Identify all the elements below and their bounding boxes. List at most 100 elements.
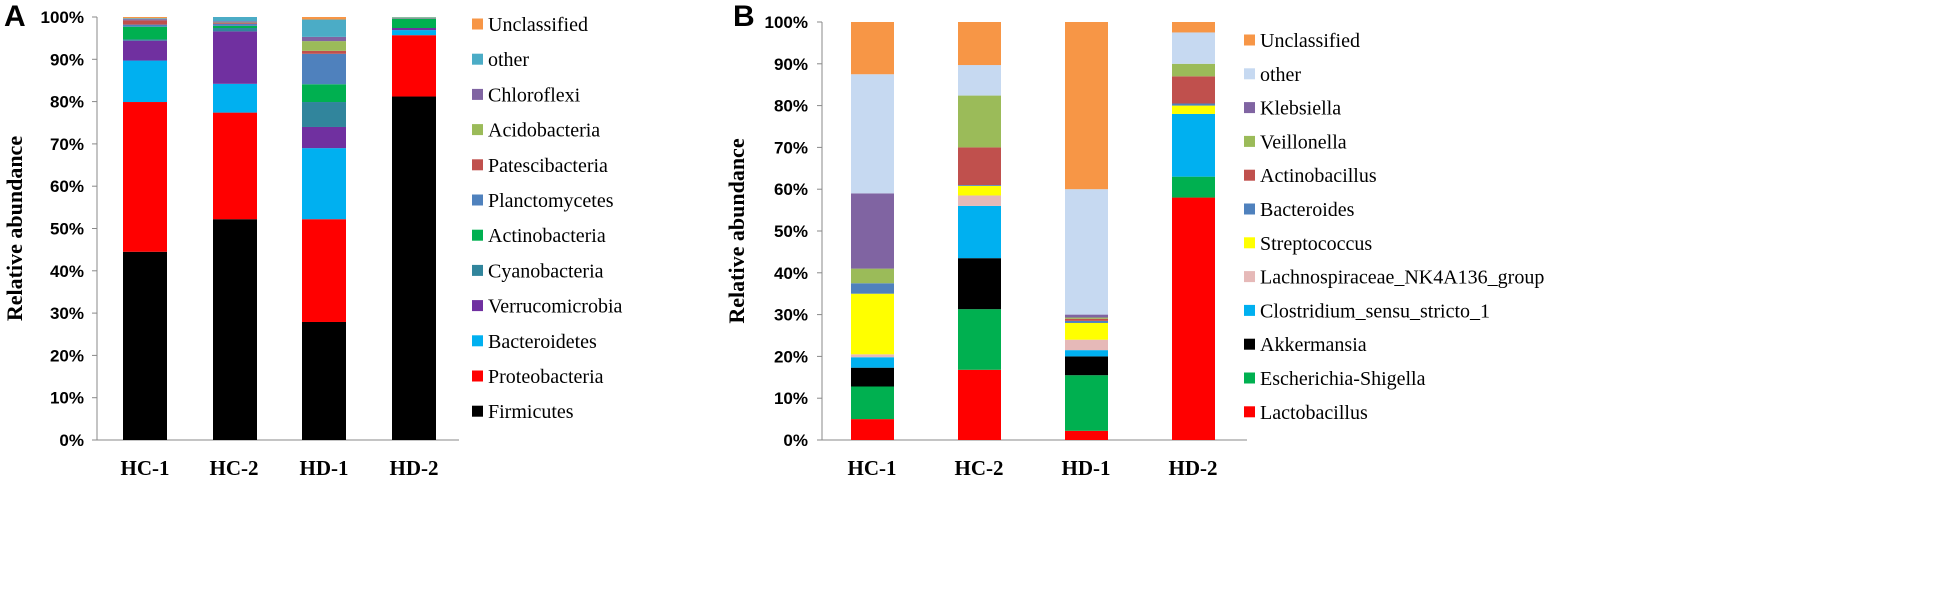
bar-segment-veillonella	[851, 268, 894, 284]
bar-segment-streptococcus	[851, 293, 894, 355]
bar-segment-other	[123, 18, 167, 20]
legend-label: Klebsiella	[1260, 98, 1341, 120]
y-tick-label: 80%	[774, 97, 808, 116]
bar-segment-clostridium-sensu-stricto-1	[958, 205, 1001, 259]
bar-segment-clostridium-sensu-stricto-1	[1065, 350, 1108, 357]
legend-label: Firmicutes	[488, 401, 574, 423]
y-tick-label: 30%	[50, 304, 84, 323]
legend-swatch	[472, 124, 483, 136]
legend-swatch	[1244, 203, 1255, 215]
legend-swatch	[1244, 406, 1255, 418]
legend-label: Akkermansia	[1260, 334, 1367, 356]
y-tick-label: 90%	[774, 55, 808, 74]
bar-segment-actinobacteria	[302, 84, 346, 103]
legend-label: Escherichia-Shigella	[1260, 368, 1426, 390]
bar-segment-actinobacillus	[958, 147, 1001, 186]
y-tick-label: 100%	[765, 13, 808, 32]
y-tick-label: 90%	[50, 50, 84, 69]
legend-swatch	[472, 194, 483, 206]
legend-swatch	[1244, 102, 1255, 114]
bar-segment-other	[1172, 32, 1215, 64]
panel-letter: A	[4, 0, 26, 33]
bar-segment-lactobacillus	[1065, 430, 1108, 440]
bar-segment-lachnospiraceae-nk4a136-group	[958, 195, 1001, 206]
bar-segment-akkermansia	[1065, 356, 1108, 376]
bar-segment-proteobacteria	[213, 112, 257, 220]
bar-segment-clostridium-sensu-stricto-1	[851, 357, 894, 368]
y-tick-label: 20%	[774, 347, 808, 366]
bar-segment-bacteroides	[958, 185, 1001, 186]
bar-segment-proteobacteria	[392, 35, 436, 97]
y-tick-label: 20%	[50, 346, 84, 365]
legend-swatch	[1244, 68, 1255, 80]
legend-label: Unclassified	[488, 14, 588, 36]
bar-segment-veillonella	[1172, 63, 1215, 77]
bar-segment-planctomycetes	[302, 53, 346, 85]
bar-segment-verrucomicrobia	[302, 126, 346, 149]
bar-segment-veillonella	[958, 95, 1001, 148]
bar-segment-acidobacteria	[302, 41, 346, 51]
x-tick-label: HC-1	[121, 456, 170, 480]
legend-label: Actinobacillus	[1260, 165, 1377, 187]
bar-segment-other	[958, 65, 1001, 96]
bar-segment-klebsiella	[1065, 314, 1108, 318]
bar-segment-planctomycetes	[213, 23, 257, 26]
legend-swatch	[1244, 135, 1255, 147]
chart-panel-a: A 0% 10% 20% 30% 40% 50% 60% 70% 80% 90% 100% Relati…	[2, 0, 623, 480]
legend-swatch	[472, 159, 483, 171]
y-tick-label: 0%	[783, 431, 808, 450]
bar-segment-cyanobacteria	[123, 39, 167, 41]
bar-segment-lactobacillus	[1172, 197, 1215, 440]
bar-segment-verrucomicrobia	[123, 40, 167, 61]
bar-segment-lachnospiraceae-nk4a136-group	[1065, 339, 1108, 351]
bar-segment-lactobacillus	[851, 419, 894, 440]
bar-segment-other	[851, 74, 894, 194]
bar-segment-bacteroides	[1172, 103, 1215, 106]
bar-segment-lachnospiraceae-nk4a136-group	[851, 354, 894, 358]
bar-segment-bacteroidetes	[392, 30, 436, 36]
bar-segment-actinobacteria	[123, 26, 167, 40]
bar-segment-unclassified	[302, 17, 346, 20]
legend-label: Bacteroides	[1260, 199, 1355, 221]
legend-swatch	[1244, 271, 1255, 283]
bar-segment-firmicutes	[123, 251, 167, 440]
panel-letter: B	[733, 0, 755, 33]
legend-swatch	[1244, 237, 1255, 249]
legend-swatch	[472, 18, 483, 30]
legend-label: Chloroflexi	[488, 84, 581, 106]
chart-panel-b: B 0% 10% 20% 30% 40% 50% 60% 70% 80% 90% 100% Relati…	[724, 0, 1544, 480]
bar-segment-streptococcus	[958, 185, 1001, 196]
legend-swatch	[1244, 169, 1255, 181]
legend-swatch	[472, 53, 483, 65]
bar-segment-actinobacillus	[1065, 318, 1108, 321]
legend-label: Clostridium_sensu_stricto_1	[1260, 300, 1490, 322]
legend-swatch	[1244, 34, 1255, 46]
legend-swatch	[472, 405, 483, 417]
bar-segment-streptococcus	[1065, 322, 1108, 340]
bar-segment-actinobacteria	[213, 25, 257, 28]
legend-label: Lactobacillus	[1260, 402, 1368, 424]
bar-segment-escherichia-shigella	[1172, 176, 1215, 198]
y-tick-label: 40%	[774, 264, 808, 283]
y-tick-label: 30%	[774, 306, 808, 325]
bar-segment-unclassified	[1172, 22, 1215, 33]
bar-segment-unclassified	[1065, 22, 1108, 190]
y-tick-label: 50%	[50, 220, 84, 239]
legend-label: Unclassified	[1260, 30, 1360, 52]
x-tick-label: HC-2	[955, 456, 1004, 480]
legend-swatch	[472, 229, 483, 241]
bar-segment-proteobacteria	[123, 102, 167, 252]
bar-segment-cyanobacteria	[302, 102, 346, 127]
legend-label: Bacteroidetes	[488, 331, 597, 353]
bar-segment-patescibacteria	[213, 22, 257, 24]
bar-segment-bacteroides	[851, 283, 894, 294]
bar-segment-klebsiella	[851, 193, 894, 269]
bar-segment-akkermansia	[851, 367, 894, 387]
legend-label: Actinobacteria	[488, 225, 606, 247]
x-tick-label: HD-1	[1062, 456, 1111, 480]
bar-segment-bacteroidetes	[213, 83, 257, 113]
bar-segment-unclassified	[851, 22, 894, 75]
bar-segment-firmicutes	[213, 219, 257, 440]
bar-segment-clostridium-sensu-stricto-1	[1172, 113, 1215, 177]
